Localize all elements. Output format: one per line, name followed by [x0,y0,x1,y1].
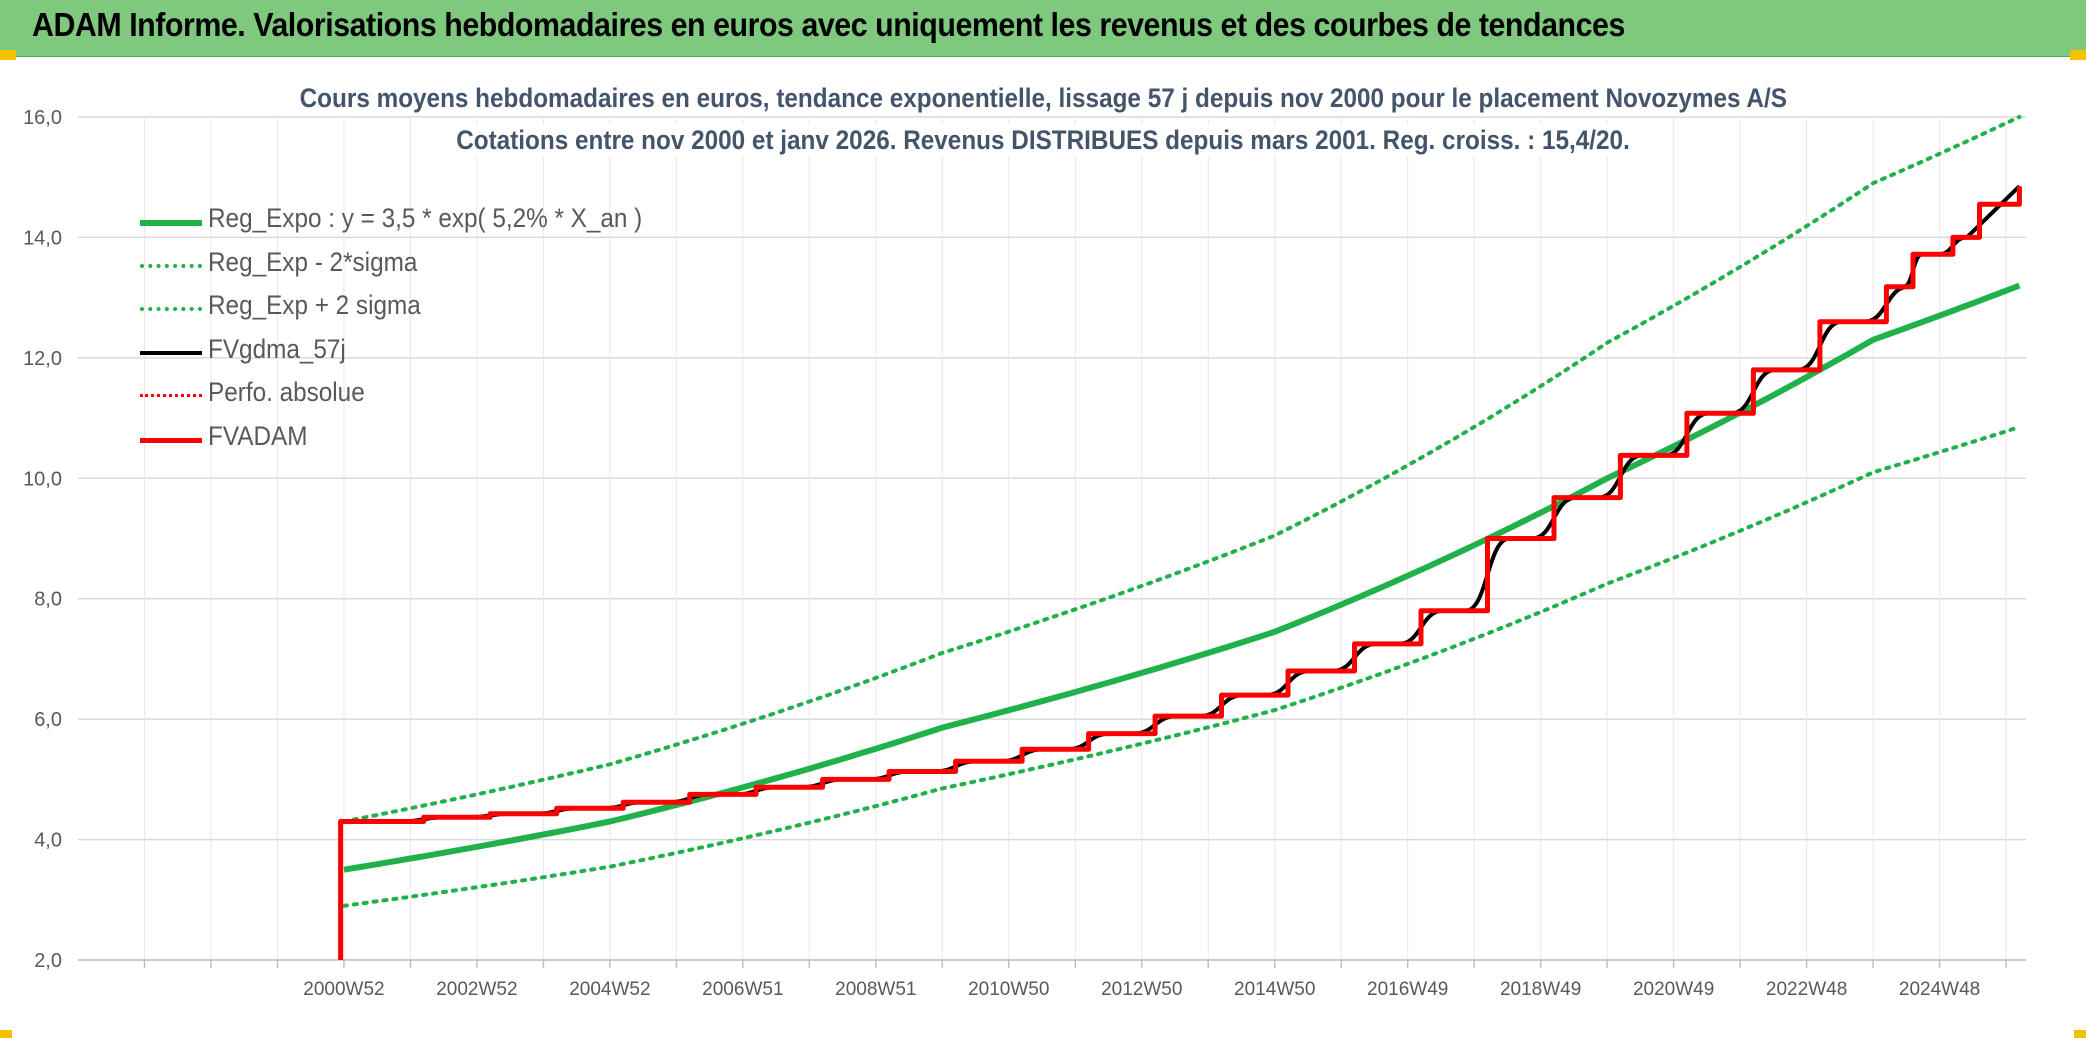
series-line-3 [347,184,2021,824]
y-tick-label: 8,0 [34,589,62,611]
axis-layer: 2,0 4,0 6,0 8,0 10,0 12,0 14,0 16,0 2000W52 2002W… [23,107,2026,1000]
legend-swatch [140,350,202,355]
x-tick-label: 2016W49 [1367,979,1448,1000]
corner-accent-left-top [0,50,16,60]
x-tick-label: 2004W52 [569,979,650,1000]
y-tick-label: 10,0 [23,468,62,490]
x-tick-label: 2000W52 [303,979,384,1000]
x-tick-label: 2010W50 [968,979,1049,1000]
x-tick-label: 2012W50 [1101,979,1182,1000]
y-tick-label: 12,0 [23,348,62,370]
y-tick-label: 14,0 [23,227,62,249]
series-line-0 [343,282,2021,873]
legend-label: Reg_Exp - 2*sigma [208,246,418,277]
x-tick-label: 2022W48 [1766,979,1847,1000]
chart-subtitle: Cotations entre nov 2000 et janv 2026. R… [0,125,2086,156]
x-tick-label: 2018W49 [1500,979,1581,1000]
legend-label: Reg_Exp + 2 sigma [208,290,421,320]
y-tick-label: 16,0 [23,107,62,129]
report-title: ADAM Informe. Valorisations hebdomadaire… [32,6,1625,43]
corner-accent-right-top [2070,50,2086,60]
legend-swatch [140,437,202,443]
series-line-5 [338,186,2022,960]
chart-title-text: Cours moyens hebdomadaires en euros, ten… [293,83,1793,114]
legend-swatch [140,220,202,226]
x-tick-label: 2020W49 [1633,979,1714,1000]
y-tick-label: 6,0 [34,709,62,731]
y-tick-label: 2,0 [34,950,62,972]
series-line-2 [341,115,2022,824]
legend-swatch [140,394,202,397]
legend-swatch [140,263,202,268]
x-tick-label: 2006W51 [702,979,783,1000]
x-tick-label: 2014W50 [1234,979,1315,1000]
corner-accent-right-bottom [2074,1030,2086,1038]
legend-label: Reg_Expo : y = 3,5 * exp( 5,2% * X_an ) [208,203,643,233]
x-tick-label: 2024W48 [1899,979,1980,1000]
chart-title: Cours moyens hebdomadaires en euros, ten… [0,83,2086,114]
report-banner: ADAM Informe. Valorisations hebdomadaire… [0,0,2086,57]
legend-label: Perfo. absolue [208,377,365,407]
legend-swatch [140,307,202,311]
legend-label: FVADAM [208,420,308,451]
chart-area: 2,0 4,0 6,0 8,0 10,0 12,0 14,0 16,0 2000W52 2002W… [0,56,2086,1038]
x-tick-label: 2002W52 [436,979,517,1000]
y-tick-label: 4,0 [34,830,62,852]
grid-layer [78,116,2026,961]
series-layer [338,115,2022,960]
corner-accent-left-bottom [0,1030,12,1038]
chart-subtitle-text: Cotations entre nov 2000 et janv 2026. R… [450,125,1636,156]
x-tick-label: 2008W51 [835,979,916,1000]
series-line-1 [341,425,2022,908]
chart-canvas: 2,0 4,0 6,0 8,0 10,0 12,0 14,0 16,0 2000W52 2002W… [23,107,2026,1000]
legend-label: FVgdma_57j [208,333,346,364]
